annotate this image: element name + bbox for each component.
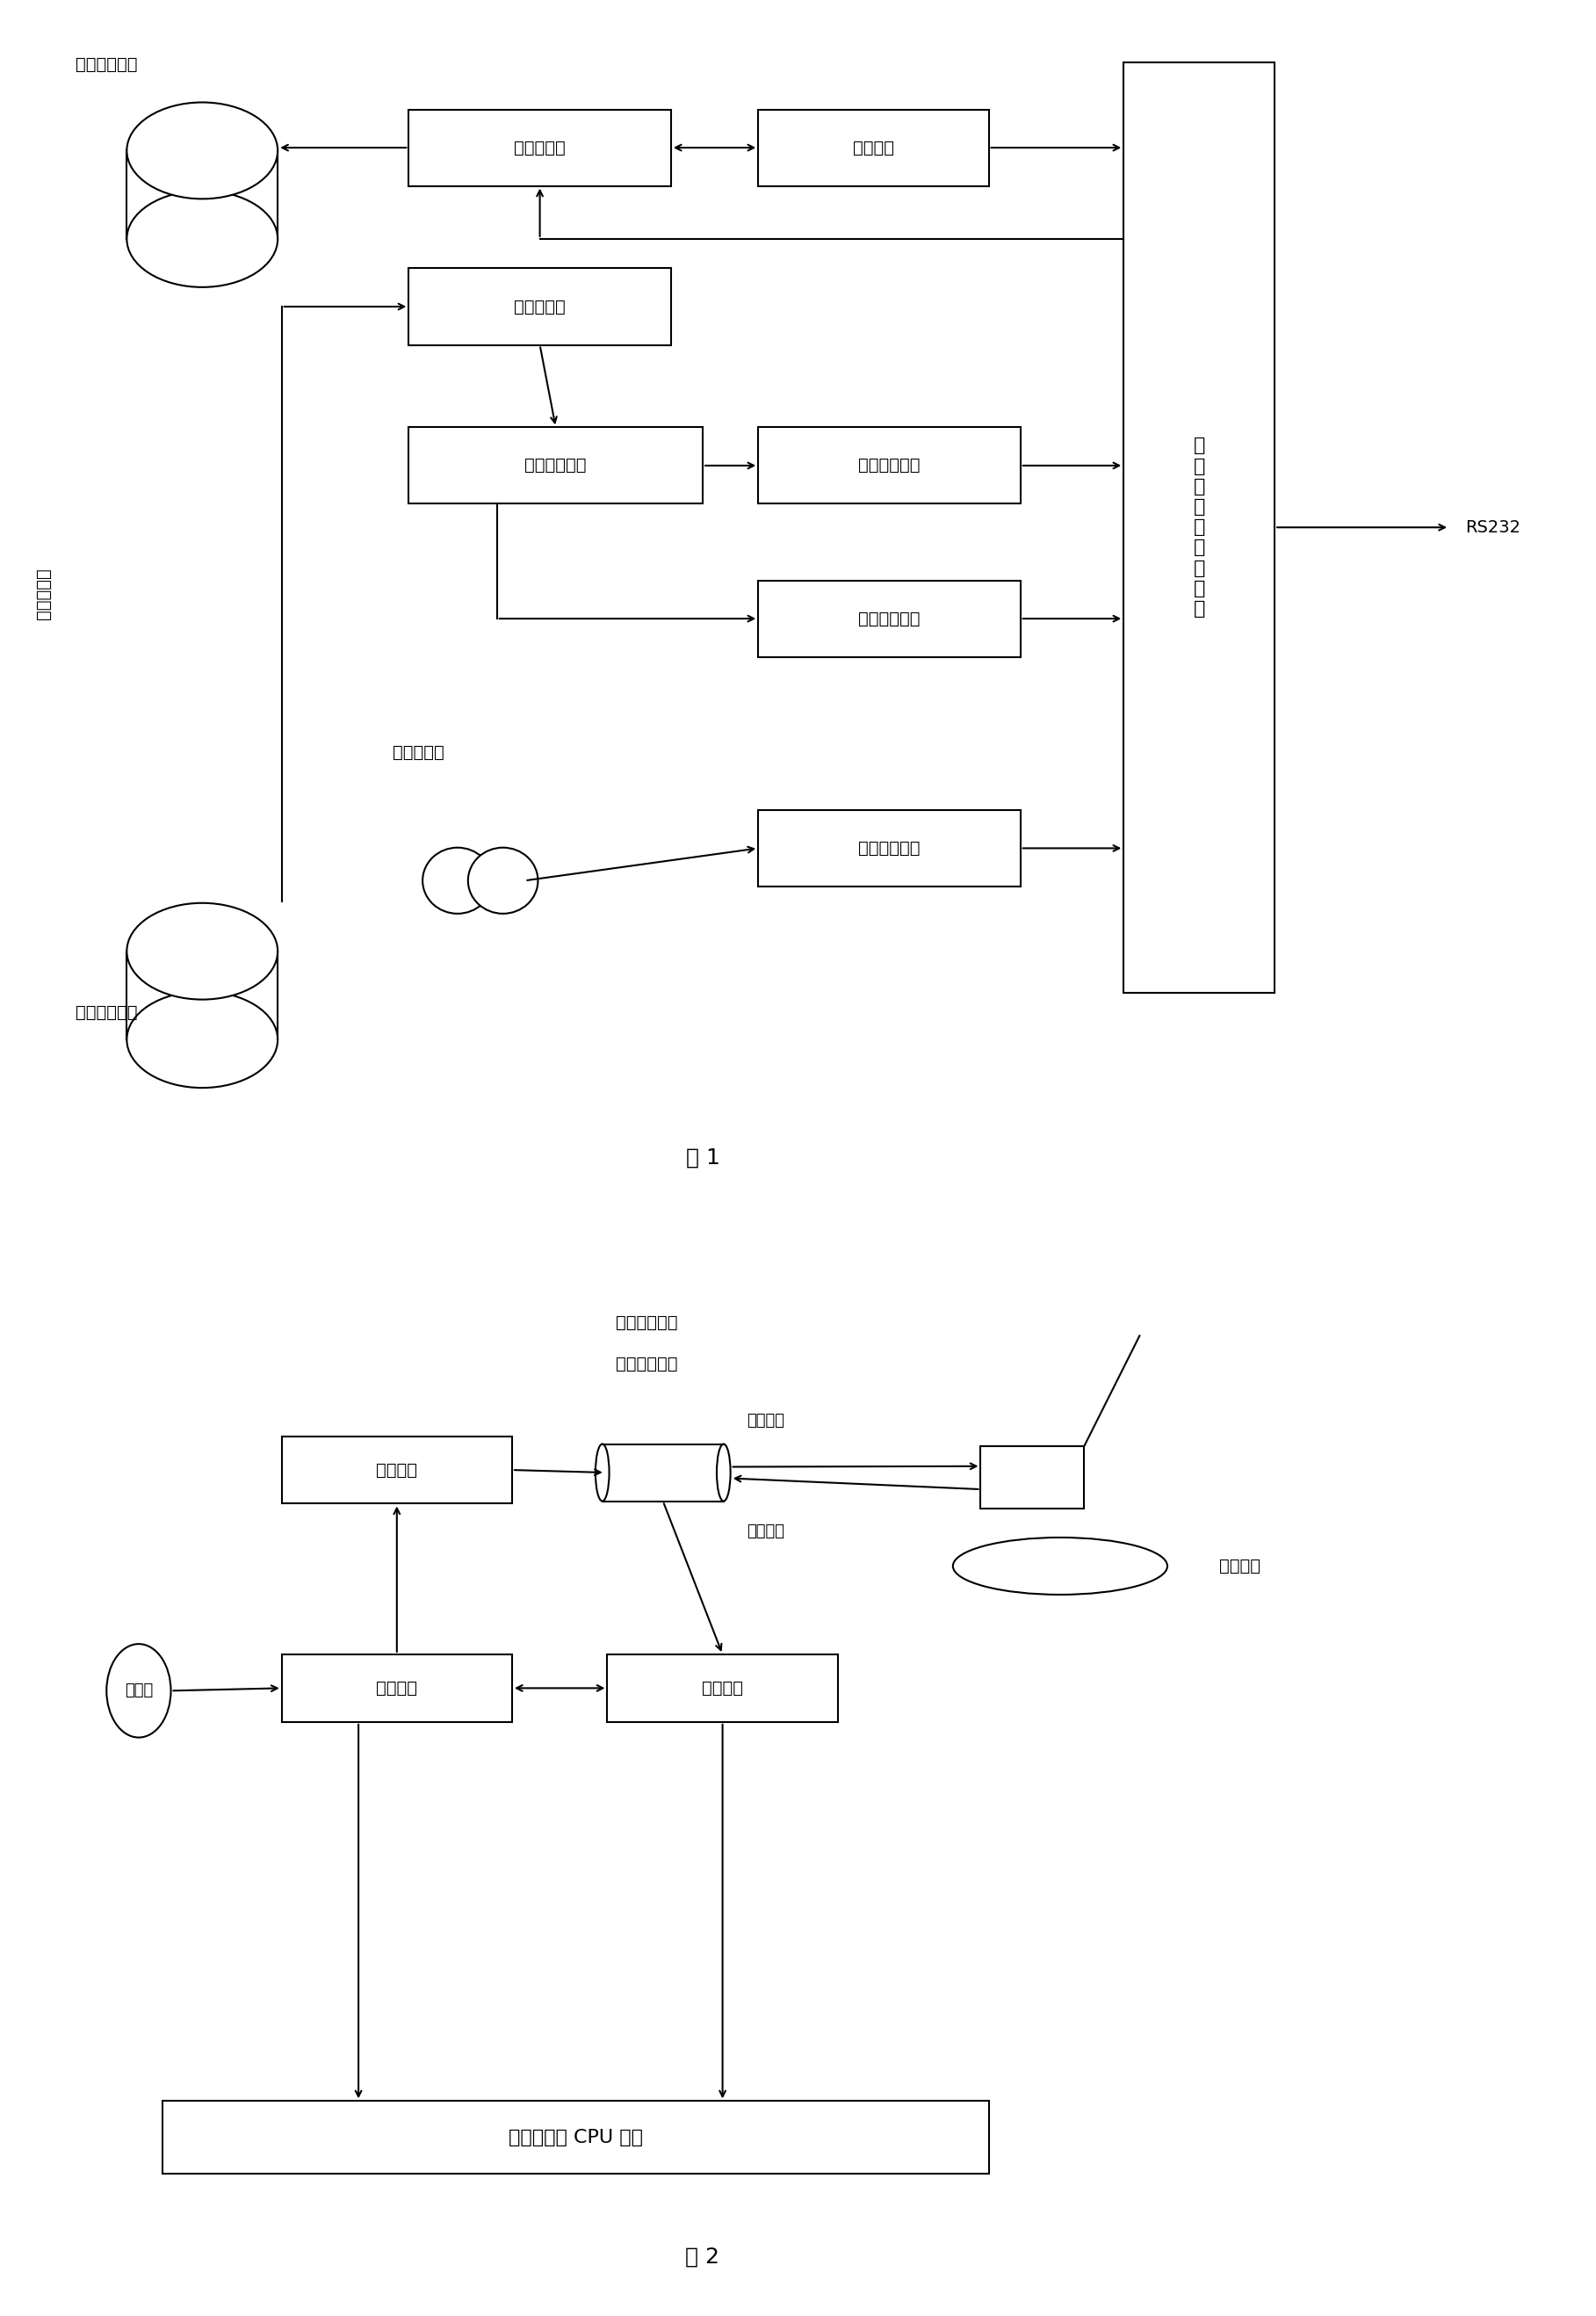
- Bar: [409, 109, 670, 185]
- Ellipse shape: [126, 991, 278, 1089]
- Text: 单
片
机
数
据
采
集
系
统: 单 片 机 数 据 采 集 系 统: [1194, 438, 1205, 618]
- Bar: [758, 811, 1020, 887]
- Text: 前置放大器: 前置放大器: [514, 299, 565, 315]
- Bar: [281, 1436, 512, 1503]
- Text: 温度测量修正: 温度测量修正: [859, 841, 921, 857]
- Bar: [608, 1654, 838, 1721]
- Text: 测距回波: 测距回波: [747, 1524, 784, 1540]
- Ellipse shape: [717, 1443, 731, 1501]
- Ellipse shape: [126, 102, 278, 199]
- Text: 计时电路: 计时电路: [852, 139, 894, 155]
- Bar: [758, 109, 988, 185]
- Text: RS232: RS232: [1465, 519, 1521, 535]
- Text: 数字电路: 数字电路: [377, 1679, 418, 1698]
- Text: 驱动电路: 驱动电路: [377, 1461, 418, 1478]
- Text: 模拟电路: 模拟电路: [702, 1679, 744, 1698]
- Bar: [281, 1654, 512, 1721]
- Bar: [980, 1448, 1084, 1510]
- Text: 超声波接收器: 超声波接收器: [75, 1005, 137, 1021]
- Bar: [758, 428, 1020, 505]
- Text: 测距脉冲: 测距脉冲: [747, 1413, 784, 1429]
- Text: 发射接收合一: 发射接收合一: [616, 1313, 678, 1332]
- Text: 主振器: 主振器: [124, 1684, 153, 1698]
- Bar: [409, 269, 670, 345]
- Text: 超声波发射器: 超声波发射器: [75, 56, 137, 74]
- Text: 精密峰值检测: 精密峰值检测: [859, 611, 921, 628]
- Text: 单脉冲回波: 单脉冲回波: [35, 567, 51, 618]
- Bar: [163, 2101, 988, 2175]
- Text: 自动增益控制: 自动增益控制: [525, 456, 587, 475]
- Text: 温度传感器: 温度传感器: [393, 743, 445, 760]
- Text: 渡越时间检测: 渡越时间检测: [859, 456, 921, 475]
- Text: 图 2: 图 2: [686, 2247, 720, 2267]
- Text: 超声波传感器: 超声波传感器: [616, 1355, 678, 1371]
- Ellipse shape: [423, 848, 493, 913]
- Ellipse shape: [468, 848, 538, 913]
- Bar: [409, 428, 702, 505]
- Text: 接口部件及 CPU 解算: 接口部件及 CPU 解算: [509, 2128, 643, 2147]
- Text: 图 1: 图 1: [686, 1146, 720, 1167]
- Ellipse shape: [126, 903, 278, 1001]
- Text: 测量目标: 测量目标: [1219, 1559, 1261, 1575]
- Ellipse shape: [126, 190, 278, 287]
- Bar: [758, 581, 1020, 658]
- Bar: [1124, 63, 1275, 994]
- Ellipse shape: [595, 1443, 610, 1501]
- Text: 发射器驱动: 发射器驱动: [514, 139, 565, 155]
